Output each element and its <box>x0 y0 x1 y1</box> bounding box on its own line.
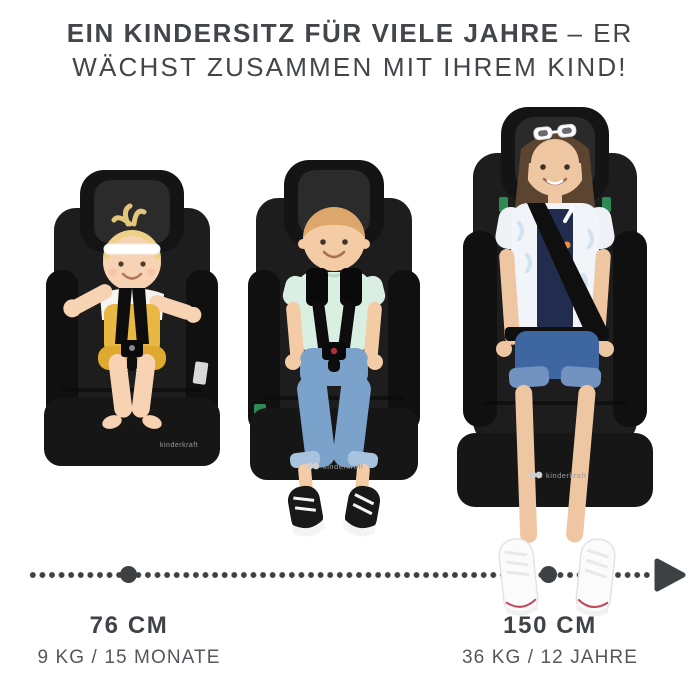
seat-logo-baby: kinderkraft <box>160 442 198 449</box>
timeline-marker-end-icon <box>540 566 557 583</box>
timeline-marker-start-icon <box>120 566 137 583</box>
end-size-label: 150 CM <box>503 612 597 639</box>
svg-text:kinderkraft: kinderkraft <box>546 471 587 480</box>
child-sneaker-right <box>575 538 616 616</box>
start-detail-label: 9 KG / 15 MONATE <box>37 647 221 668</box>
headline-line1-bold: EIN KINDERSITZ FÜR VIELE JAHRE <box>66 18 560 48</box>
buckle-button <box>129 345 135 351</box>
start-size-label: 76 CM <box>89 612 169 639</box>
baby-hair <box>103 230 161 259</box>
toddler-hair <box>303 207 365 238</box>
car-seat-stage-toddler: kinderkraft <box>248 160 420 537</box>
svg-text:kinderkraft: kinderkraft <box>323 462 364 471</box>
seat-logo-child: kinderkraft <box>529 471 587 480</box>
car-seat-stage-child: kinderkraft <box>457 107 653 616</box>
end-detail-label: 36 KG / 12 JAHRE <box>461 647 638 668</box>
timeline-dotted-line <box>28 571 650 579</box>
seat-logo-toddler: kinderkraft <box>306 462 364 471</box>
headline-line2: WÄCHST ZUSAMMEN MIT IHREM KIND! <box>72 52 628 82</box>
page-title: EIN KINDERSITZ FÜR VIELE JAHRE – ER WÄCHS… <box>0 16 700 84</box>
sunglasses-icon <box>533 123 577 141</box>
car-seat-stage-baby: kinderkraft <box>44 170 220 466</box>
baby-ponytail <box>111 203 147 227</box>
baby-headband <box>103 243 161 255</box>
child-sneaker-left <box>498 538 539 616</box>
headline: EIN KINDERSITZ FÜR VIELE JAHRE – ER WÄCHS… <box>0 16 700 84</box>
headline-line1-light: – ER <box>567 18 634 48</box>
toddler-sneaker-right <box>342 485 381 537</box>
child-figure <box>495 123 616 616</box>
five-point-harness <box>115 288 149 371</box>
seat-label-tag <box>192 361 209 385</box>
five-point-harness <box>306 268 362 372</box>
caption-start: 76 CM 9 KG / 15 MONATE <box>19 612 239 669</box>
arrow-right-icon <box>654 558 686 592</box>
caption-end: 150 CM 36 KG / 12 JAHRE <box>440 612 660 669</box>
buckle-red-button <box>330 347 338 355</box>
toddler-sneaker-left <box>287 485 326 537</box>
